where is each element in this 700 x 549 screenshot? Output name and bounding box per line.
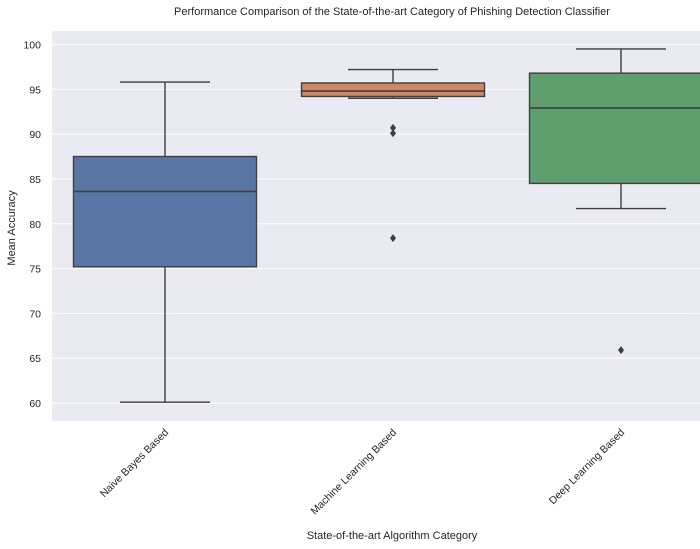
y-tick-95: 95	[29, 84, 41, 96]
y-tick-75: 75	[29, 264, 41, 276]
y-tick-60: 60	[29, 398, 41, 410]
x-axis-label: State-of-the-art Algorithm Category	[307, 530, 478, 542]
x-tick-2: Machine Learning Based	[308, 427, 399, 518]
y-axis-label: Mean Accuracy	[6, 190, 18, 266]
iqr-box	[74, 157, 257, 267]
y-tick-80: 80	[29, 219, 41, 231]
y-tick-65: 65	[29, 353, 41, 365]
y-tick-labels: 60 65 70 75 80 85 90 95 100	[23, 39, 41, 410]
y-tick-100: 100	[23, 39, 41, 51]
x-tick-1: Naive Bayes Based	[98, 427, 171, 500]
iqr-box	[530, 73, 700, 183]
chart-title: Performance Comparison of the State-of-t…	[174, 6, 610, 18]
y-tick-85: 85	[29, 174, 41, 186]
iqr-box	[302, 83, 485, 96]
x-tick-labels: Naive Bayes Based Machine Learning Based D…	[98, 427, 627, 518]
x-tick-3: Deep Learning Based	[547, 427, 627, 507]
y-tick-70: 70	[29, 308, 41, 320]
y-tick-90: 90	[29, 129, 41, 141]
